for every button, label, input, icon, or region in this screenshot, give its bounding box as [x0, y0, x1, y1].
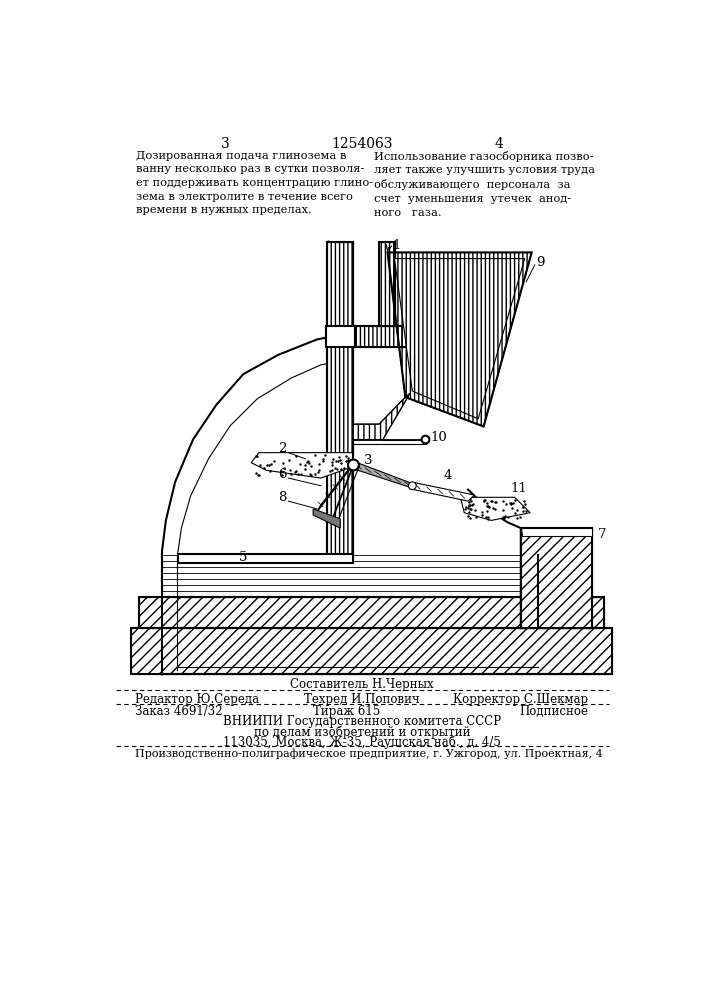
Text: Подписное: Подписное	[519, 705, 588, 718]
Bar	[521, 528, 592, 628]
Text: 10: 10	[431, 431, 448, 444]
Bar	[325, 326, 355, 347]
Polygon shape	[521, 528, 592, 536]
Circle shape	[348, 460, 359, 470]
Text: 4: 4	[495, 137, 503, 151]
Polygon shape	[178, 554, 354, 563]
Text: 3: 3	[363, 454, 372, 467]
Polygon shape	[395, 259, 525, 419]
Circle shape	[409, 482, 416, 490]
Bar	[131, 628, 612, 674]
Text: 5: 5	[239, 551, 247, 564]
Bar	[379, 242, 395, 326]
Text: Корректор С.Шекмар: Корректор С.Шекмар	[453, 693, 588, 706]
Bar	[327, 242, 354, 555]
Polygon shape	[351, 460, 414, 489]
Text: по делам изобретений и открытий: по делам изобретений и открытий	[254, 725, 470, 739]
Text: Дозированная подача глинозема в
ванну несколько раз в сутки позволя-
ет поддержи: Дозированная подача глинозема в ванну не…	[136, 151, 373, 215]
Bar	[354, 326, 472, 347]
Text: Редактор Ю.Середа: Редактор Ю.Середа	[135, 693, 259, 706]
Bar	[131, 628, 612, 674]
Bar	[327, 242, 354, 555]
Text: 6: 6	[279, 468, 287, 481]
Polygon shape	[313, 509, 340, 528]
Circle shape	[421, 436, 429, 443]
Text: Производственно-полиграфическое предприятие, г. Ужгород, ул. Проектная, 4: Производственно-полиграфическое предприя…	[135, 748, 602, 759]
Text: 8: 8	[279, 491, 287, 504]
Polygon shape	[460, 497, 530, 520]
Text: 1: 1	[392, 239, 401, 252]
Text: Составитель Н.Черных: Составитель Н.Черных	[290, 678, 434, 691]
Text: 9: 9	[537, 256, 545, 269]
Polygon shape	[354, 393, 410, 440]
Text: 2: 2	[279, 442, 287, 455]
Text: 7: 7	[598, 528, 607, 541]
Text: Использование газосборника позво-
ляет также улучшить условия труда
обслуживающе: Использование газосборника позво- ляет т…	[373, 151, 595, 218]
Text: 11: 11	[510, 482, 527, 495]
Polygon shape	[410, 483, 474, 501]
Bar	[521, 528, 592, 628]
Text: Заказ 4691/32: Заказ 4691/32	[135, 705, 223, 718]
Text: Техред И.Попович: Техред И.Попович	[304, 693, 420, 706]
Text: Тираж 615: Тираж 615	[313, 705, 380, 718]
Text: ВНИИПИ Государственного комитета СССР: ВНИИПИ Государственного комитета СССР	[223, 715, 501, 728]
Text: 1254063: 1254063	[331, 137, 392, 151]
Bar	[354, 326, 472, 347]
Text: 3: 3	[221, 137, 230, 151]
Bar	[139, 597, 604, 628]
Polygon shape	[317, 461, 355, 512]
Text: 4: 4	[443, 469, 452, 482]
Polygon shape	[251, 453, 354, 478]
Bar	[379, 242, 395, 326]
Text: 113035, Москва, Ж-35, Раушская наб., д. 4/5: 113035, Москва, Ж-35, Раушская наб., д. …	[223, 735, 501, 749]
Bar	[139, 597, 604, 628]
